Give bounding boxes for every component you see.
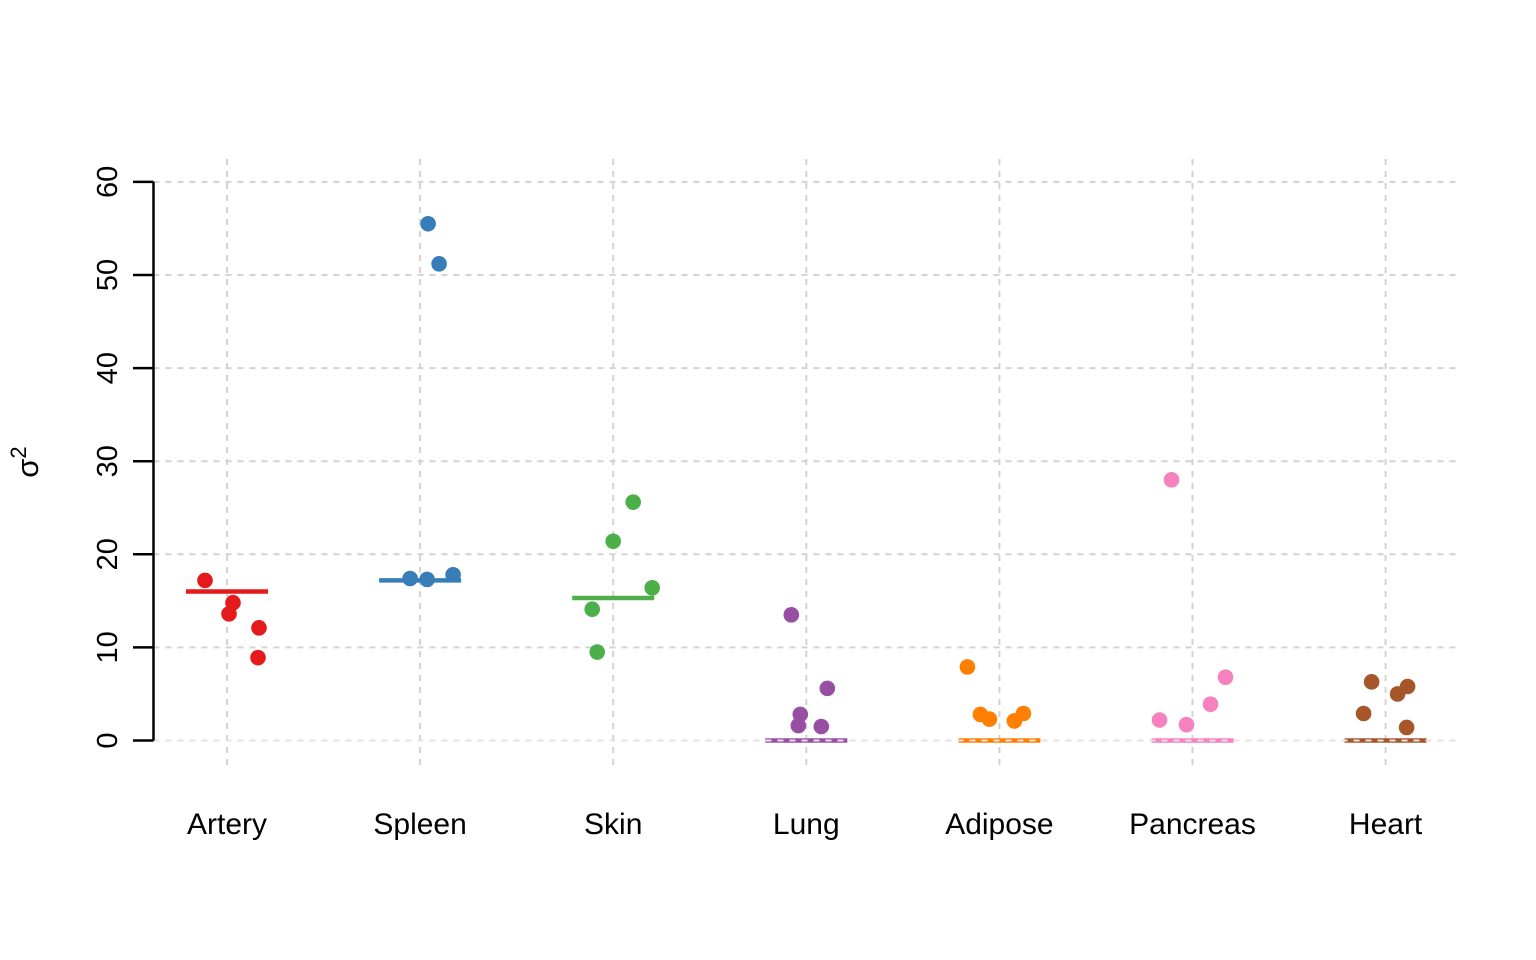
- data-point: [1178, 716, 1195, 733]
- x-category-label: Pancreas: [1129, 808, 1256, 841]
- y-tick-label: 60: [92, 166, 124, 198]
- data-point: [605, 533, 621, 550]
- data-point: [197, 572, 213, 589]
- data-point: [1217, 669, 1234, 685]
- y-tick-label: 20: [92, 538, 124, 570]
- data-point: [1202, 696, 1219, 712]
- x-category-label: Adipose: [945, 808, 1053, 841]
- data-point: [1151, 712, 1168, 728]
- data-point: [981, 711, 998, 727]
- data-point: [250, 649, 266, 666]
- data-point: [1363, 674, 1380, 690]
- data-point: [1389, 686, 1406, 702]
- data-point: [420, 215, 436, 232]
- data-point: [625, 494, 641, 510]
- y-tick-label: 40: [92, 352, 124, 384]
- x-category-label: Skin: [584, 808, 642, 841]
- data-point: [584, 601, 600, 618]
- data-point: [1006, 713, 1023, 729]
- y-tick-label: 50: [92, 259, 124, 291]
- data-point: [589, 644, 605, 660]
- x-category-label: Lung: [773, 808, 840, 841]
- data-point: [819, 680, 836, 697]
- data-point: [1398, 719, 1415, 736]
- data-point: [813, 718, 830, 735]
- x-category-label: Spleen: [373, 808, 466, 841]
- data-point: [419, 571, 435, 588]
- x-category-label: Heart: [1349, 808, 1423, 841]
- data-point: [221, 606, 237, 622]
- y-tick-label: 10: [92, 631, 124, 663]
- data-point: [790, 717, 807, 734]
- data-point: [1355, 705, 1372, 722]
- y-tick-label: 30: [92, 445, 124, 477]
- data-point: [959, 659, 976, 675]
- data-point: [431, 256, 447, 272]
- x-category-label: Artery: [187, 808, 267, 841]
- data-point: [402, 570, 418, 587]
- y-axis-title: σ2: [6, 446, 45, 477]
- data-point: [251, 620, 267, 636]
- data-point: [445, 566, 461, 583]
- data-point: [783, 607, 800, 623]
- data-point: [644, 580, 660, 596]
- y-tick-label: 0: [92, 732, 124, 748]
- data-point: [1163, 472, 1180, 488]
